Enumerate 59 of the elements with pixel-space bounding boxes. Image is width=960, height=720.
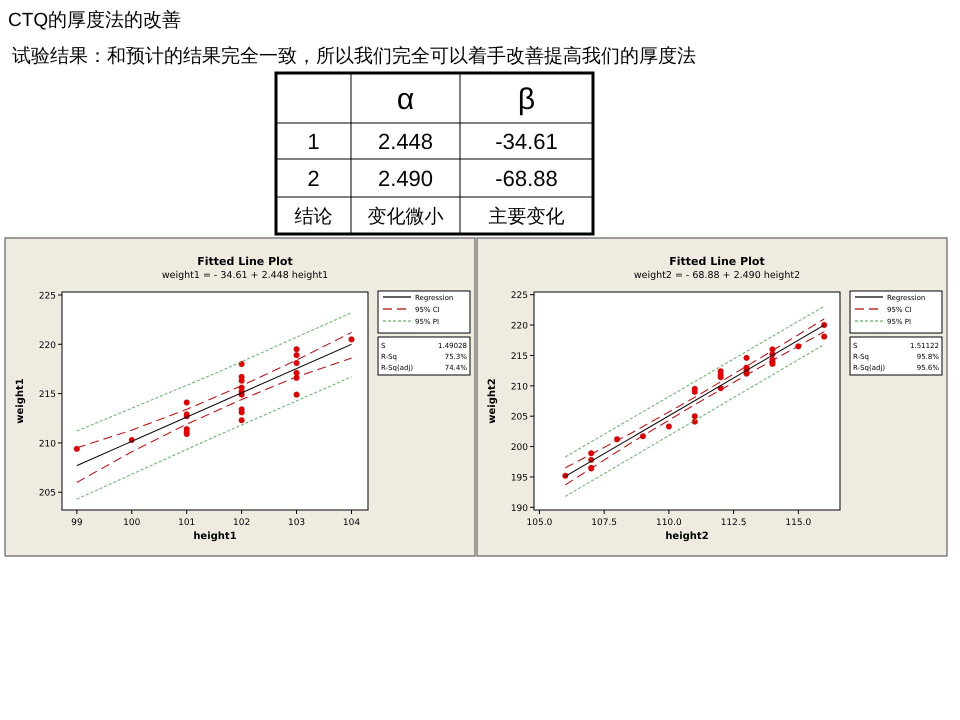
point	[744, 354, 750, 361]
x-axis-title: height2	[665, 531, 709, 542]
text: β	[518, 82, 536, 116]
y-tick-label: 205	[510, 412, 528, 423]
text: 2.448	[378, 128, 434, 154]
point	[821, 334, 828, 340]
y-tick-label: 225	[510, 291, 528, 302]
y-tick-label: 195	[510, 473, 528, 484]
y-tick-label: 190	[510, 504, 528, 514]
y-tick-label: 205	[38, 488, 56, 499]
x-tick-label: 102	[233, 518, 250, 528]
y-axis-title: weight1	[15, 378, 26, 424]
chart-subtitle: weight2 = - 68.88 + 2.490 height2	[634, 270, 800, 281]
point	[348, 336, 355, 342]
point	[294, 346, 300, 352]
point	[294, 360, 300, 366]
y-tick-label: 210	[510, 382, 528, 392]
y-tick-label: 225	[38, 291, 56, 302]
point	[184, 399, 190, 406]
x-tick-label: 104	[342, 518, 360, 528]
point	[666, 424, 672, 430]
point	[238, 361, 245, 368]
point	[692, 413, 698, 420]
chart-title: Fitted Line Plot	[197, 255, 293, 268]
y-tick-label: 220	[510, 322, 528, 332]
chart-subtitle: weight1 = - 34.61 + 2.448 height1	[162, 270, 328, 281]
text: 试验结果：和预计的结果完全一致，所以我们完全可以着手改善提高我们的厚度法	[12, 45, 696, 67]
x-tick-label: 115.0	[785, 518, 812, 528]
text: 变化微小	[368, 205, 444, 228]
chart-title: Fitted Line Plot	[669, 255, 765, 268]
x-tick-label: 103	[288, 518, 306, 528]
text: 主要变化	[488, 205, 564, 228]
text: CTQ的厚度法的改善	[8, 9, 182, 31]
y-tick-label: 210	[38, 439, 56, 450]
x-tick-label: 107.5	[591, 518, 618, 528]
y-tick-label: 215	[510, 352, 528, 362]
x-tick-label: 110.0	[656, 518, 682, 528]
y-tick-label: 215	[38, 390, 56, 400]
x-tick-label: 99	[71, 518, 83, 528]
text: -34.61	[495, 128, 558, 154]
y-tick-label: 200	[510, 443, 528, 454]
x-tick-label: 101	[178, 518, 196, 528]
line-series	[76, 358, 352, 483]
point	[294, 370, 300, 376]
point	[238, 417, 245, 424]
text: 2	[307, 166, 320, 191]
y-tick-label: 220	[38, 340, 56, 351]
x-tick-label: 105.0	[526, 518, 553, 528]
y-axis-title: weight2	[487, 378, 498, 424]
text: 1	[307, 128, 320, 154]
text: 2.490	[378, 166, 434, 191]
x-tick-label: 112.5	[720, 518, 746, 528]
text: α	[396, 82, 414, 116]
x-axis-title: height1	[193, 531, 237, 542]
x-tick-label: 100	[123, 518, 141, 528]
point	[294, 352, 300, 358]
text: 结论	[294, 206, 332, 228]
point	[294, 392, 300, 398]
text: -68.88	[495, 166, 558, 191]
